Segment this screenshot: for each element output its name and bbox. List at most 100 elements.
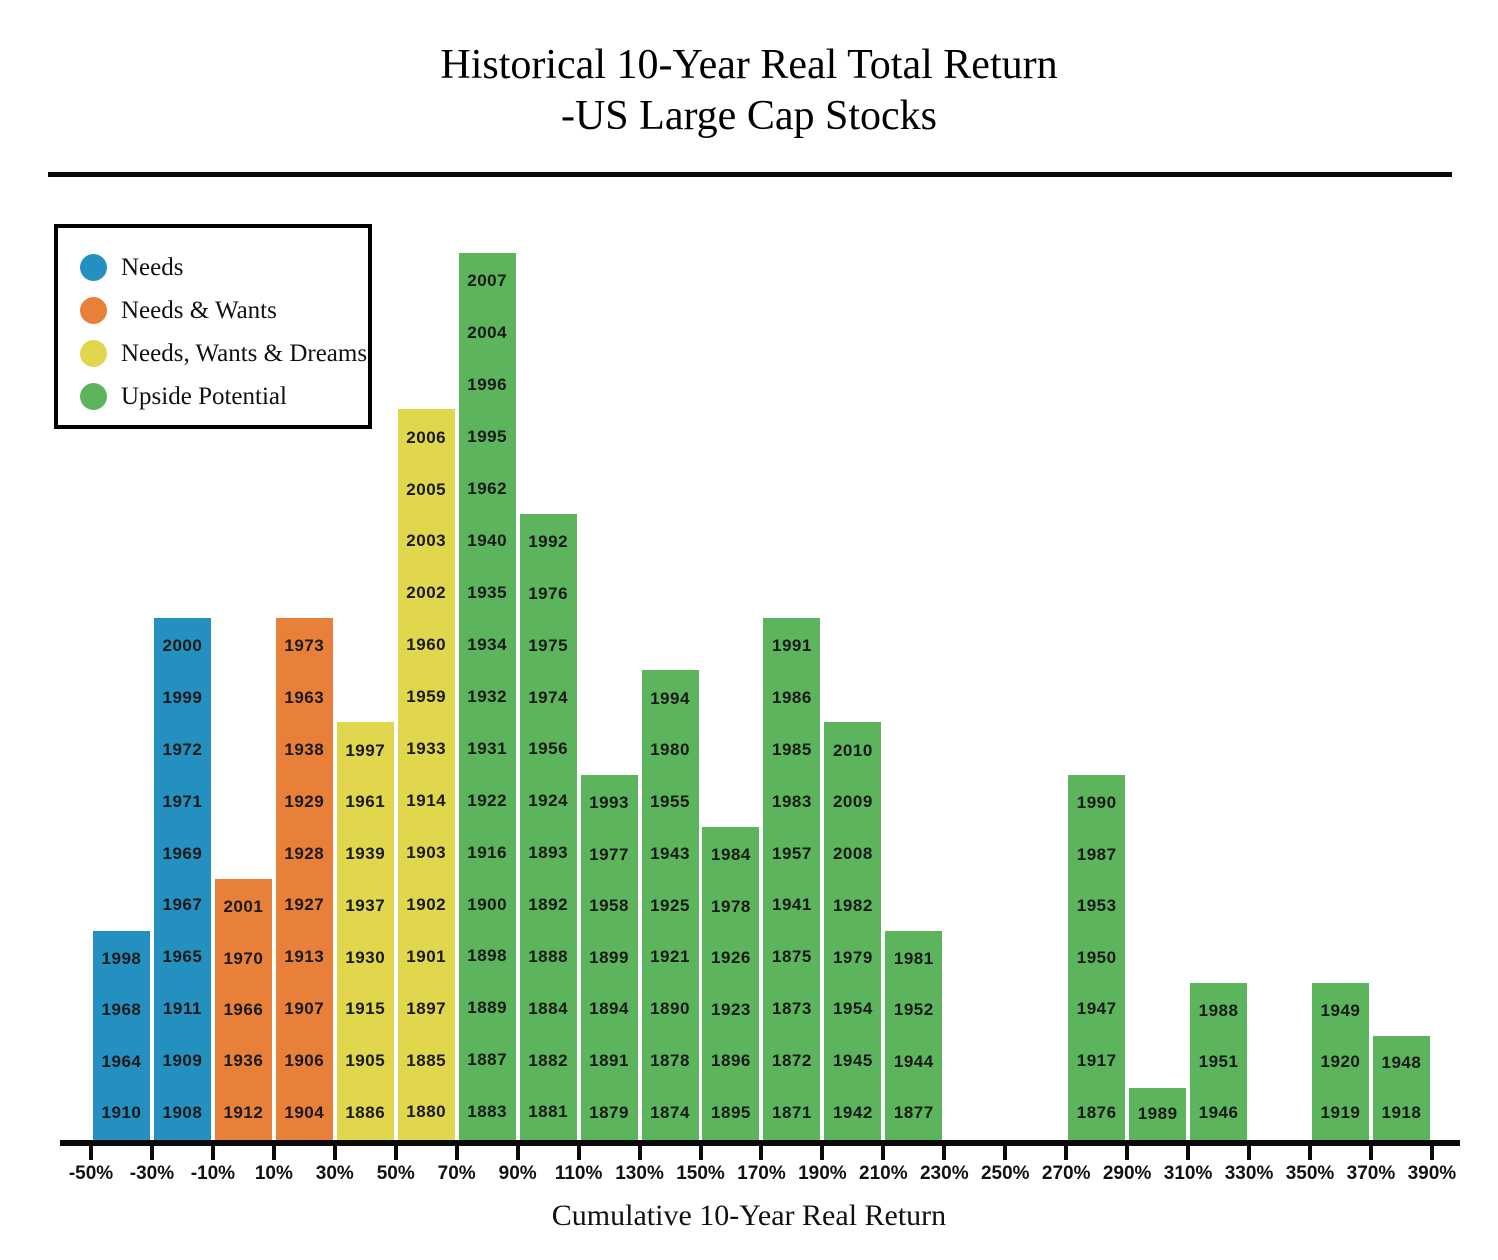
- bar-year-label: 1929: [284, 791, 325, 811]
- bar-year-label: 1997: [345, 740, 386, 760]
- bar-year-label: 1893: [528, 843, 569, 863]
- x-axis-tick: [942, 1146, 947, 1160]
- bar-year-label: 1892: [528, 895, 569, 915]
- bar-year-label: 1923: [711, 999, 751, 1019]
- x-axis-tick: [89, 1146, 93, 1160]
- bar-year-label: 1872: [772, 1050, 812, 1070]
- bar-year-label: 1958: [589, 896, 629, 916]
- bar-year-label: 1876: [1076, 1102, 1117, 1122]
- bar-year-label: 1877: [893, 1102, 934, 1122]
- bar-year-label: 1891: [589, 1051, 629, 1071]
- bar-year-label: 1949: [1320, 1001, 1361, 1021]
- bar-year-label: 1955: [650, 792, 690, 812]
- histogram-bar[interactable]: 1981 1952 1944 1877: [885, 931, 943, 1140]
- bar-year-label: 1948: [1381, 1053, 1422, 1073]
- bar-year-label: 1966: [223, 999, 264, 1019]
- x-axis-line: [60, 1140, 1460, 1146]
- bar-year-label: 1973: [284, 636, 325, 656]
- x-axis-tick: [637, 1146, 642, 1160]
- bar-year-label: 1998: [101, 949, 142, 969]
- x-axis-tick: [698, 1146, 703, 1160]
- bar-year-label: 1878: [650, 1050, 690, 1070]
- bar-year-label: 1931: [467, 738, 508, 758]
- histogram-bar[interactable]: 2001 1970 1966 1936 1912: [214, 879, 272, 1140]
- bar-year-label: 2005: [406, 479, 447, 499]
- x-axis-tick-label: 210%: [859, 1163, 908, 1184]
- legend-item[interactable]: Needs, Wants & Dreams: [80, 332, 368, 375]
- bar-year-label: 1944: [893, 1051, 934, 1071]
- bar-year-label: 1936: [223, 1051, 264, 1071]
- bar-year-label: 1951: [1198, 1052, 1239, 1072]
- histogram-bar[interactable]: 1984 1978 1926 1923 1896 1895: [702, 826, 760, 1140]
- bar-year-label: 1898: [467, 946, 508, 966]
- histogram-bar[interactable]: 1948 1918: [1372, 1035, 1430, 1140]
- legend-swatch-icon: [80, 340, 107, 367]
- histogram-bar[interactable]: 2000 1999 1972 1971 1969 1967 1965 1911 1909 1908: [153, 618, 211, 1140]
- bar-year-label: 2007: [467, 271, 508, 291]
- histogram-bar[interactable]: 1992 1976 1975 1974 1956 1924 1893 1892 1888 1884…: [519, 513, 577, 1140]
- bar-year-label: 1984: [711, 845, 751, 865]
- bar-year-label: 1996: [467, 374, 508, 394]
- legend-swatch-icon: [80, 297, 107, 324]
- x-axis-tick-label: 150%: [676, 1163, 725, 1184]
- x-axis-tick: [454, 1146, 459, 1160]
- histogram-bar[interactable]: 1991 1986 1985 1983 1957 1941 1875 1873 1872 1871: [763, 618, 821, 1140]
- x-axis-tick-label: 310%: [1163, 1163, 1213, 1184]
- histogram-bar[interactable]: 1993 1977 1958 1899 1894 1891 1879: [580, 774, 638, 1140]
- bar-year-label: 1883: [467, 1102, 508, 1122]
- x-axis-tick-label: 390%: [1407, 1163, 1457, 1184]
- histogram-bar[interactable]: 1973 1963 1938 1929 1928 1927 1913 1907 1906 1904: [275, 618, 333, 1140]
- bar-year-label: 1956: [528, 739, 569, 759]
- histogram-bar[interactable]: 2006 2005 2003 2002 1960 1959 1933 1914 1903 1902…: [397, 409, 455, 1140]
- legend-item[interactable]: Upside Potential: [80, 375, 368, 418]
- x-axis-tick: [1247, 1146, 1252, 1160]
- legend-item[interactable]: Needs: [80, 246, 368, 289]
- bar-year-label: 1943: [650, 843, 690, 863]
- x-axis-tick: [1429, 1146, 1434, 1160]
- x-axis-tick: [515, 1146, 520, 1160]
- x-axis-tick: [820, 1146, 825, 1160]
- histogram-bar[interactable]: 1990 1987 1953 1950 1947 1917 1876: [1068, 774, 1126, 1140]
- bar-year-label: 1992: [528, 532, 569, 552]
- bar-year-label: 1970: [223, 948, 264, 968]
- histogram-bar[interactable]: 1989: [1129, 1087, 1187, 1140]
- x-axis-tick-label: 50%: [376, 1163, 415, 1184]
- histogram-bar[interactable]: 2010 2009 2008 1982 1979 1954 1945 1942: [824, 722, 882, 1140]
- bar-year-label: 1940: [467, 530, 508, 550]
- histogram-bar[interactable]: 2007 2004 1996 1995 1962 1940 1935 1934 1932 1931…: [458, 252, 516, 1140]
- x-axis-tick: [332, 1146, 337, 1160]
- histogram-bar[interactable]: 1949 1920 1919: [1311, 983, 1369, 1140]
- x-axis-tick: [1064, 1146, 1069, 1160]
- bar-year-label: 1919: [1320, 1103, 1361, 1123]
- bar-year-label: 1965: [162, 947, 203, 967]
- bar-year-label: 1950: [1076, 947, 1117, 967]
- histogram-bar[interactable]: 1994 1980 1955 1943 1925 1921 1890 1878 1874: [641, 670, 699, 1140]
- bar-year-label: 1991: [772, 636, 812, 656]
- histogram-bar[interactable]: 1998 1968 1964 1910: [92, 931, 150, 1140]
- bar-year-label: 1946: [1198, 1103, 1239, 1123]
- bar-year-label: 1941: [772, 895, 812, 915]
- x-axis-tick: [1003, 1146, 1008, 1160]
- bar-year-label: 2006: [406, 427, 447, 447]
- x-axis-tick: [1186, 1146, 1191, 1160]
- bar-year-label: 1911: [162, 998, 202, 1018]
- legend-item-label: Needs, Wants & Dreams: [121, 339, 368, 367]
- bar-year-label: 1932: [467, 686, 508, 706]
- title-divider: [48, 172, 1452, 177]
- plot-area: 1998 1968 1964 1910 2000 1999 1972 1971 1969 1967…: [91, 200, 1432, 1140]
- x-axis-tick-label: 350%: [1285, 1163, 1335, 1184]
- bar-year-label: 1909: [162, 1050, 203, 1070]
- bar-year-label: 1900: [467, 894, 508, 914]
- bar-year-label: 1976: [528, 583, 569, 603]
- bar-year-label: 1916: [467, 842, 508, 862]
- histogram-bar[interactable]: 1988 1951 1946: [1190, 983, 1248, 1140]
- legend-item[interactable]: Needs & Wants: [80, 289, 368, 332]
- bar-year-label: 1947: [1076, 999, 1117, 1019]
- x-axis-tick-label: 270%: [1041, 1163, 1091, 1184]
- histogram-bar[interactable]: 1997 1961 1939 1937 1930 1915 1905 1886: [336, 722, 394, 1140]
- x-axis-tick-label: 250%: [980, 1163, 1030, 1184]
- bar-year-label: 1987: [1076, 844, 1117, 864]
- bar-year-label: 1894: [589, 999, 629, 1019]
- bar-year-label: 1939: [345, 844, 386, 864]
- x-axis-tick-label: 230%: [919, 1163, 969, 1184]
